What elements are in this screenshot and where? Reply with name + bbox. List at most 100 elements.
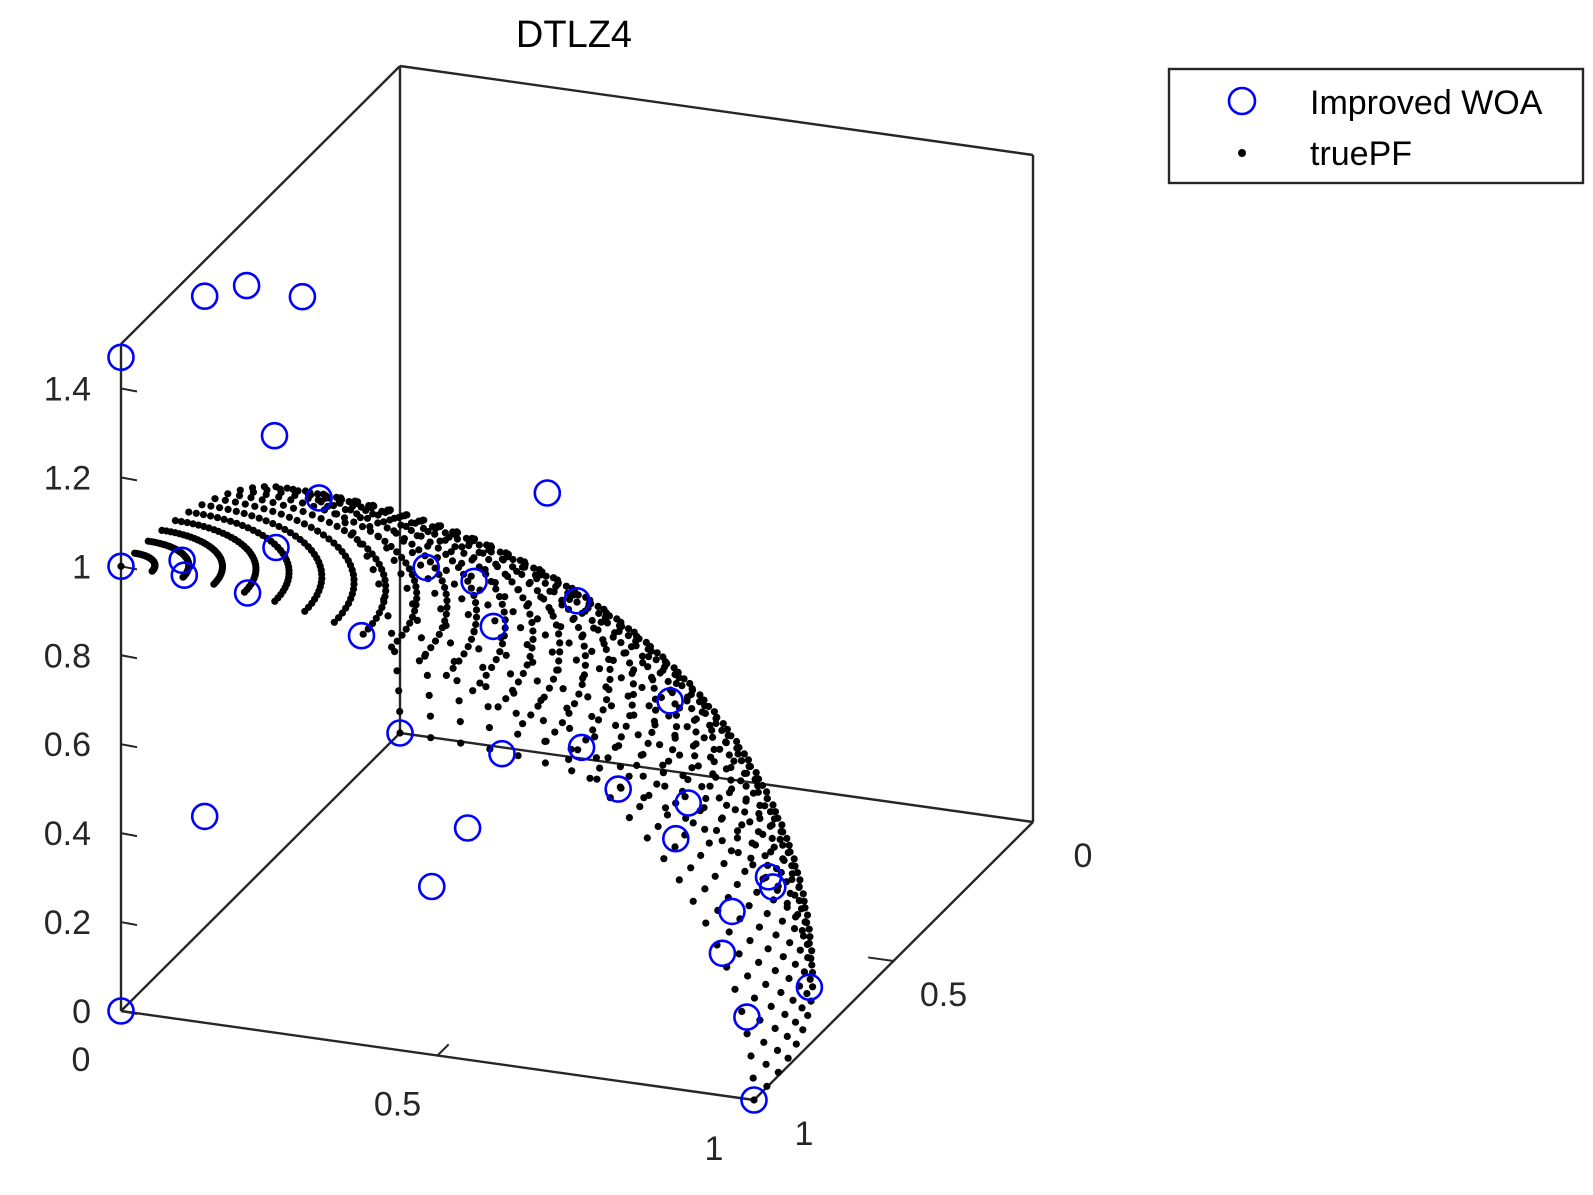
truepf-point xyxy=(692,728,700,736)
truepf-point xyxy=(144,537,152,545)
truepf-point xyxy=(192,509,200,517)
truepf-point xyxy=(771,1024,779,1032)
truepf-point xyxy=(387,542,395,551)
truepf-point xyxy=(359,630,367,638)
truepf-point xyxy=(528,618,536,627)
truepf-point xyxy=(552,621,561,629)
truepf-point xyxy=(686,679,694,688)
truepf-point xyxy=(492,585,500,593)
truepf-point xyxy=(725,928,733,936)
truepf-point xyxy=(799,932,808,940)
truepf-point xyxy=(262,490,270,499)
truepf-point xyxy=(410,577,419,585)
truepf-point xyxy=(781,1010,789,1019)
truepf-point xyxy=(369,510,377,518)
truepf-point xyxy=(568,767,576,775)
truepf-point xyxy=(650,684,658,692)
truepf-point xyxy=(565,639,573,647)
truepf-point xyxy=(456,718,464,726)
truepf-point xyxy=(529,635,537,644)
truepf-point xyxy=(519,669,527,678)
truepf-point xyxy=(644,739,652,748)
truepf-point xyxy=(706,721,714,729)
truepf-point xyxy=(381,537,389,545)
truepf-point xyxy=(574,746,582,754)
truepf-point xyxy=(616,763,625,771)
truepf-point xyxy=(648,673,656,682)
truepf-point xyxy=(519,594,527,602)
z-tick xyxy=(120,476,138,482)
truepf-point xyxy=(405,565,413,573)
truepf-point xyxy=(578,633,586,641)
truepf-point xyxy=(211,495,219,503)
truepf-point xyxy=(575,690,583,698)
truepf-point xyxy=(542,572,550,580)
truepf-point xyxy=(783,1032,791,1040)
truepf-point xyxy=(380,598,388,606)
truepf-point xyxy=(395,513,403,522)
truepf-point xyxy=(498,555,506,563)
truepf-point xyxy=(494,703,502,711)
truepf-point xyxy=(451,543,459,551)
truepf-point xyxy=(663,811,672,819)
truepf-point xyxy=(535,566,544,574)
woa-point xyxy=(674,789,703,817)
x-tick-label: 0 xyxy=(72,1041,91,1079)
truepf-point xyxy=(500,608,508,616)
truepf-point xyxy=(718,814,726,822)
truepf-point xyxy=(794,911,802,919)
woa-point xyxy=(386,719,414,747)
truepf-point xyxy=(615,622,624,630)
truepf-point xyxy=(372,614,380,622)
truepf-point xyxy=(269,498,277,507)
woa-point xyxy=(718,897,746,926)
truepf-point xyxy=(539,717,548,725)
truepf-point xyxy=(468,556,476,564)
truepf-point xyxy=(593,775,601,783)
woa-point xyxy=(740,1086,768,1114)
truepf-point xyxy=(777,828,785,836)
truepf-point xyxy=(663,660,671,668)
truepf-point xyxy=(617,674,625,682)
truepf-point xyxy=(710,745,718,754)
truepf-point xyxy=(514,752,522,760)
truepf-point xyxy=(790,925,799,933)
truepf-point xyxy=(514,678,523,686)
floor-back-edge xyxy=(120,732,401,1012)
truepf-point xyxy=(755,958,763,967)
y-tick-label: 1 xyxy=(795,1115,814,1153)
truepf-point xyxy=(737,757,746,765)
truepf-point xyxy=(472,606,481,614)
truepf-point xyxy=(417,634,425,642)
truepf-point xyxy=(442,610,450,618)
truepf-point xyxy=(441,529,449,537)
truepf-point xyxy=(436,537,444,545)
truepf-point xyxy=(565,755,573,764)
truepf-point xyxy=(555,630,563,638)
truepf-point xyxy=(340,514,349,522)
truepf-point xyxy=(636,803,644,811)
truepf-point xyxy=(448,557,457,565)
truepf-point xyxy=(602,645,610,654)
truepf-point xyxy=(556,639,564,647)
truepf-point xyxy=(574,623,583,632)
truepf-point xyxy=(514,730,522,738)
truepf-point xyxy=(453,677,461,685)
truepf-point xyxy=(755,923,764,931)
z-tick xyxy=(120,387,138,393)
truepf-point xyxy=(496,648,504,656)
truepf-point xyxy=(224,505,232,513)
woa-point xyxy=(758,873,787,901)
woa-point xyxy=(417,872,446,901)
truepf-point xyxy=(249,488,257,496)
truepf-point xyxy=(792,1040,800,1048)
truepf-point xyxy=(680,675,688,683)
truepf-point xyxy=(803,911,812,919)
truepf-point xyxy=(638,652,647,660)
truepf-point xyxy=(393,548,401,556)
truepf-point xyxy=(402,559,410,567)
truepf-point xyxy=(299,507,307,516)
truepf-point xyxy=(447,548,455,556)
truepf-point xyxy=(706,782,714,790)
truepf-point xyxy=(386,516,394,524)
